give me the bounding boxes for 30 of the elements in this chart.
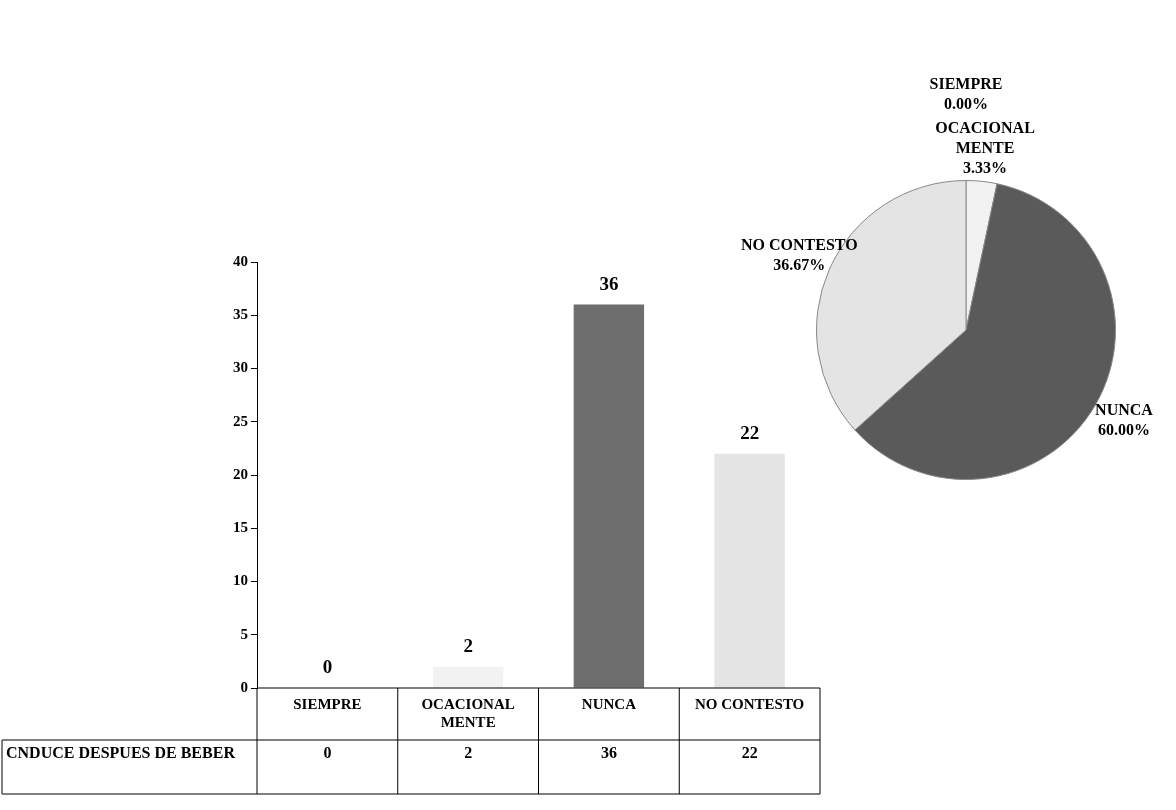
x-tick-label: NO CONTESTO	[694, 695, 805, 712]
x-tick-label: OCACIONAL MENTE	[421, 695, 515, 730]
y-tick-label: 25	[233, 412, 248, 429]
y-tick-label: 30	[233, 359, 248, 376]
slice-label: NUNCA	[1095, 401, 1154, 419]
annotation: 2	[463, 635, 473, 657]
data-label: 2	[464, 744, 473, 762]
data-label: 36.67%	[773, 255, 826, 273]
text: CNDUCE DESPUES DE BEBER	[6, 744, 236, 762]
slice-label: NO CONTESTO	[741, 235, 858, 253]
y-tick-label: 15	[233, 519, 248, 536]
annotation: 0	[322, 656, 333, 678]
annotation: 36	[599, 273, 619, 295]
text: 0.00%	[944, 94, 988, 112]
data-label: 36	[600, 744, 617, 762]
y-tick-label: 40	[233, 252, 248, 269]
y-tick-label: 20	[233, 465, 248, 482]
data-label: 22	[741, 744, 758, 762]
y-tick-label: 0	[240, 678, 248, 695]
data-label: 3.33%	[963, 158, 1008, 176]
data-label: 60.00%	[1097, 421, 1150, 439]
x-tick-label: NUNCA	[581, 695, 637, 712]
data-label: 0	[323, 744, 332, 762]
x-tick-label: SIEMPRE	[293, 695, 362, 712]
annotation: 22	[740, 422, 760, 444]
slice-label: OCACIONAL MENTE	[935, 118, 1035, 156]
y-tick-label: 5	[240, 625, 248, 642]
y-tick-label: 35	[233, 306, 248, 323]
y-tick-label: 10	[233, 572, 248, 589]
category-label: SIEMPRE	[929, 74, 1003, 92]
